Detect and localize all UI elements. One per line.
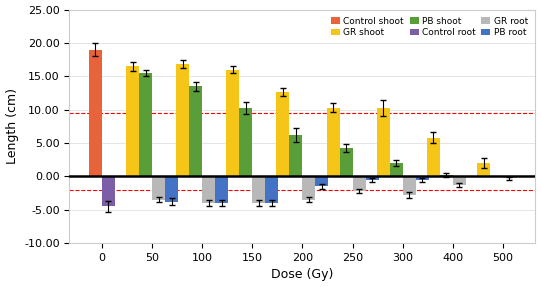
Bar [390,163,403,177]
Bar [366,177,379,180]
X-axis label: Dose (Gy): Dose (Gy) [271,268,334,282]
Bar [215,177,228,203]
Bar [189,86,202,177]
Bar [276,92,289,177]
Bar [139,73,152,177]
Bar [102,177,115,206]
Bar [302,177,315,200]
Bar [226,70,239,177]
Bar [415,177,428,180]
Bar [239,108,252,177]
Bar [165,177,178,202]
Bar [289,135,302,177]
Bar [503,177,516,179]
Legend: Control shoot, GR shoot, PB shoot, Control root, GR root, PB root: Control shoot, GR shoot, PB shoot, Contr… [328,14,531,40]
Bar [377,108,390,177]
Bar [315,177,328,187]
Bar [265,177,278,203]
Bar [353,177,366,191]
Bar [340,148,353,177]
Bar [176,64,189,177]
Bar [477,163,490,177]
Bar [126,66,139,177]
Bar [403,177,415,195]
Bar [152,177,165,200]
Bar [89,50,102,177]
Bar [202,177,215,203]
Bar [440,175,453,177]
Y-axis label: Length (cm): Length (cm) [5,88,18,164]
Bar [252,177,265,203]
Bar [453,177,466,185]
Bar [427,138,440,177]
Bar [327,108,340,177]
